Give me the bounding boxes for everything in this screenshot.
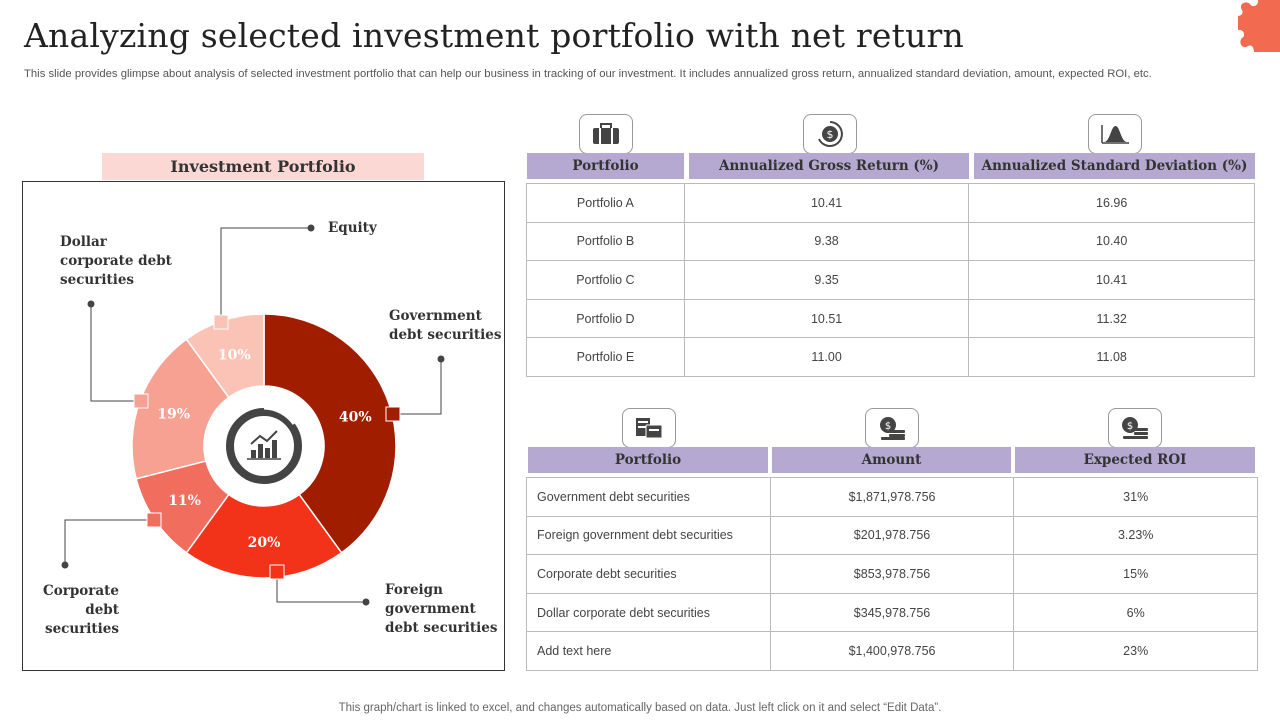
page-subtitle: This slide provides glimpse about analys… — [24, 68, 1152, 80]
label-government-debt: Government debt securities — [389, 308, 502, 343]
center-chart-icon — [226, 406, 302, 484]
table-row: Portfolio E 11.00 11.08 — [526, 337, 1255, 377]
donut-slice-foreign-government-debt-securities — [185, 493, 343, 579]
donut-chart: 40% 20% 11% 19% 10% — [61, 224, 445, 606]
donut-slice-value-label: 11% — [168, 493, 201, 509]
dollar-coins-icon: $ — [1108, 408, 1162, 448]
donut-slice-value-label: 20% — [248, 535, 281, 551]
t1-header-gross-return: Annualized Gross Return (%) — [689, 153, 969, 179]
t1-header-std-dev: Annualized Standard Deviation (%) — [974, 153, 1255, 179]
leader-equity — [213, 224, 315, 330]
label-corporate-debt: Corporate debt securities — [43, 583, 119, 637]
t1-header-portfolio: Portfolio — [527, 153, 684, 179]
briefcase-icon — [579, 114, 633, 154]
table-row: Corporate debt securities $853,978.756 15% — [526, 554, 1258, 594]
donut-slice-value-label: 40% — [339, 409, 372, 425]
donut-chart-panel: 40% 20% 11% 19% 10% Equity Government debt s… — [22, 181, 505, 671]
table-row: Government debt securities $1,871,978.756… — [526, 477, 1258, 517]
donut-slice-equity — [185, 313, 265, 399]
t2-header-amount: Amount — [772, 447, 1011, 473]
table-returns: Portfolio A 10.41 16.96 Portfolio B 9.38 10.… — [526, 183, 1255, 377]
coin-stack-icon: $ — [865, 408, 919, 448]
table-row: Portfolio D 10.51 11.32 — [526, 298, 1255, 339]
coin-cycle-icon: $ — [803, 114, 857, 154]
table-row: Add text here $1,400,978.756 23% — [526, 631, 1258, 671]
svg-text:$: $ — [885, 421, 891, 432]
leader-dollar — [87, 300, 149, 409]
puzzle-decoration-icon — [1238, 0, 1280, 52]
chart-title: Investment Portfolio — [102, 153, 424, 180]
label-dollar-corporate-debt: Dollar corporate debt securities — [60, 234, 172, 288]
table-amounts: Government debt securities $1,871,978.756… — [526, 477, 1258, 671]
leader-government — [385, 355, 445, 422]
table-row: Dollar corporate debt securities $345,978… — [526, 592, 1258, 633]
table-row: Portfolio B 9.38 10.40 — [526, 221, 1255, 262]
leader-corporate — [61, 512, 162, 569]
leader-foreign — [269, 564, 370, 606]
table-row: Foreign government debt securities $201,9… — [526, 515, 1258, 556]
portfolio-chart-icon — [622, 408, 676, 448]
bell-curve-icon — [1088, 114, 1142, 154]
t2-header-portfolio: Portfolio — [528, 447, 768, 473]
donut-slice-dollar-corporate-debt-securities — [131, 338, 230, 480]
donut-slice-government-debt-securities — [263, 313, 397, 554]
label-foreign-government-debt: Foreign government debt securities — [385, 582, 498, 636]
table-row: Portfolio C 9.35 10.41 — [526, 260, 1255, 300]
svg-text:$: $ — [827, 128, 834, 141]
t2-header-expected-roi: Expected ROI — [1015, 447, 1255, 473]
donut-slice-value-label: 19% — [157, 406, 190, 422]
donut-slice-value-label: 10% — [218, 348, 251, 364]
label-equity: Equity — [328, 220, 377, 236]
svg-text:$: $ — [1127, 421, 1133, 432]
table-row: Portfolio A 10.41 16.96 — [526, 183, 1255, 223]
footer-note: This graph/chart is linked to excel, and… — [338, 702, 942, 714]
page-title: Analyzing selected investment portfolio … — [24, 16, 964, 55]
